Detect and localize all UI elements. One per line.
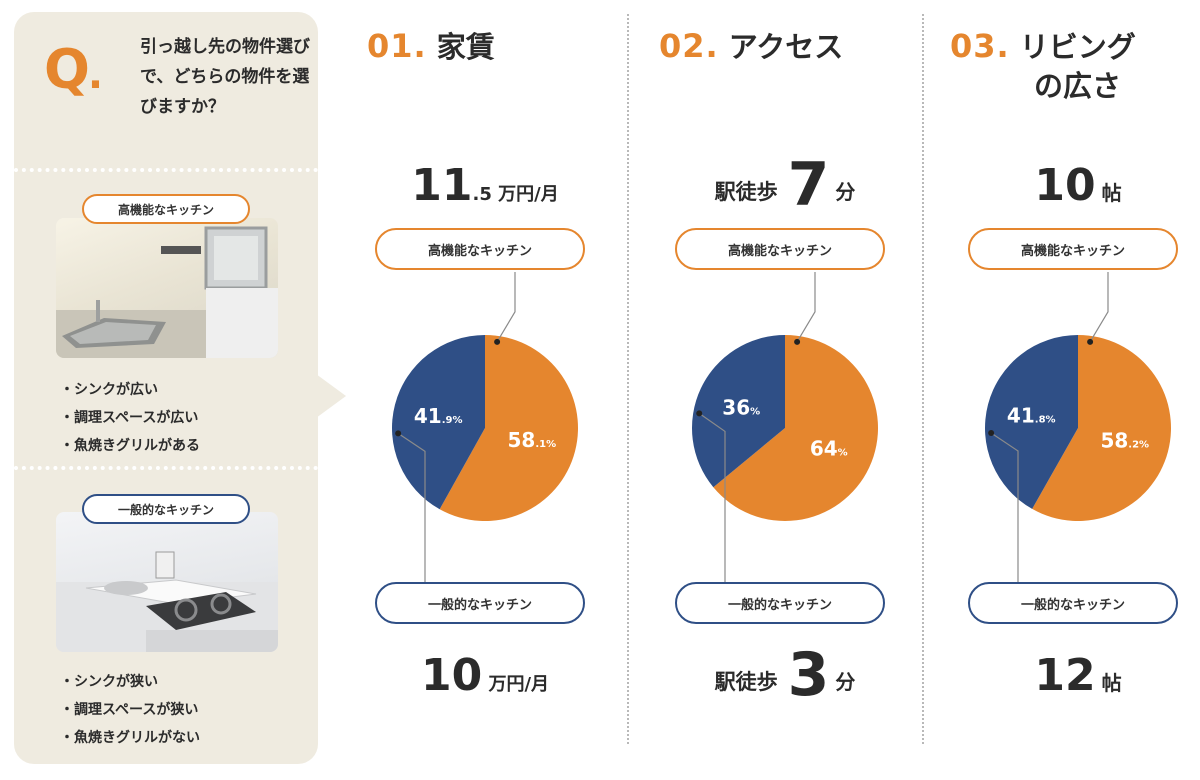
high-spec-access-value: 駅徒歩 7 分 — [714, 150, 856, 220]
legend-pill-standard: 一般的なキッチン — [375, 582, 585, 624]
column-divider — [627, 14, 629, 744]
question-mark: Q. — [44, 38, 103, 101]
high-spec-kitchen-features: ・シンクが広い ・調理スペースが広い ・魚焼きグリルがある — [60, 376, 200, 460]
high-spec-living-value: 10 帖 — [1034, 160, 1122, 211]
standard-access-value: 駅徒歩 3 分 — [714, 640, 856, 710]
feature-item: ・シンクが広い — [60, 382, 158, 398]
feature-item: ・シンクが狭い — [60, 674, 158, 690]
pie-slice-label: 36% — [722, 395, 760, 419]
speech-bubble-tail — [316, 374, 346, 418]
pie-slice-standard — [692, 335, 785, 488]
column-title: 02. アクセス — [659, 27, 844, 65]
leader-dot — [794, 338, 801, 345]
legend-pill-standard: 一般的なキッチン — [675, 582, 885, 624]
leader-dot — [988, 430, 995, 437]
standard-kitchen-features: ・シンクが狭い ・調理スペースが狭い ・魚焼きグリルがない — [60, 668, 200, 752]
high-spec-kitchen-tag: 高機能なキッチン — [82, 194, 250, 224]
leader-dot — [696, 410, 703, 417]
access-pie-chart: 64% 36% — [692, 272, 878, 582]
access-column: 02. アクセス 駅徒歩 7 分 64% 36% 高機能なキッチン 一般的なキッチン 駅… — [645, 0, 925, 780]
feature-item: ・調理スペースが広い — [60, 410, 199, 426]
standard-rent-value: 10 万円/月 — [420, 650, 550, 701]
pie-slice-label: 41.8% — [1007, 404, 1056, 428]
leader-line — [1089, 272, 1109, 343]
leader-line — [496, 272, 516, 343]
column-title: 03. リビング — [950, 27, 1136, 65]
standard-living-value: 12 帖 — [1034, 650, 1122, 701]
rent-column: 01. 家賃 11.5 万円/月 58.1% 41.9% 高機能なキッチン 一般的な… — [345, 0, 625, 780]
high-spec-kitchen-photo — [56, 218, 278, 358]
leader-dot — [1087, 338, 1094, 345]
column-title-line2: の広さ — [1034, 69, 1122, 103]
feature-item: ・魚焼きグリルがある — [60, 438, 200, 454]
column-title: 01. 家賃 — [367, 27, 495, 65]
legend-pill-high-spec: 高機能なキッチン — [375, 228, 585, 270]
dotted-divider — [14, 466, 318, 470]
living-room-pie-chart: 58.2% 41.8% — [985, 272, 1171, 582]
leader-line — [990, 432, 1019, 582]
pie-slice-high-spec — [439, 335, 578, 521]
pie-slice-high-spec — [1032, 335, 1171, 521]
feature-item: ・調理スペースが狭い — [60, 702, 199, 718]
pie-slice-standard — [392, 335, 485, 510]
legend-pill-high-spec: 高機能なキッチン — [968, 228, 1178, 270]
pie-slice-label: 64% — [810, 437, 848, 461]
leader-line — [796, 272, 816, 343]
question-text: 引っ越し先の物件選びで、どちらの物件を選びますか？ — [140, 37, 310, 117]
legend-pill-high-spec: 高機能なキッチン — [675, 228, 885, 270]
living-room-column: 03. リビング の広さ 10 帖 58.2% 41.8% 高機能なキッチン 一般的な… — [938, 0, 1200, 780]
dotted-divider — [14, 168, 318, 172]
pie-slice-label: 41.9% — [414, 404, 463, 428]
pie-slice-label: 58.2% — [1100, 428, 1149, 452]
rent-pie-chart: 58.1% 41.9% — [392, 272, 578, 582]
leader-dot — [395, 430, 402, 437]
pie-slice-standard — [985, 335, 1078, 509]
leader-dot — [494, 338, 501, 345]
feature-item: ・魚焼きグリルがない — [60, 730, 200, 746]
leader-line — [397, 432, 426, 582]
standard-kitchen-tag: 一般的なキッチン — [82, 494, 250, 524]
standard-kitchen-photo — [56, 512, 278, 652]
legend-pill-standard: 一般的なキッチン — [968, 582, 1178, 624]
leader-line — [698, 412, 726, 582]
pie-slice-high-spec — [713, 335, 878, 521]
pie-slice-label: 58.1% — [507, 428, 556, 452]
column-divider — [922, 14, 924, 744]
high-spec-rent-value: 11.5 万円/月 — [411, 160, 559, 211]
